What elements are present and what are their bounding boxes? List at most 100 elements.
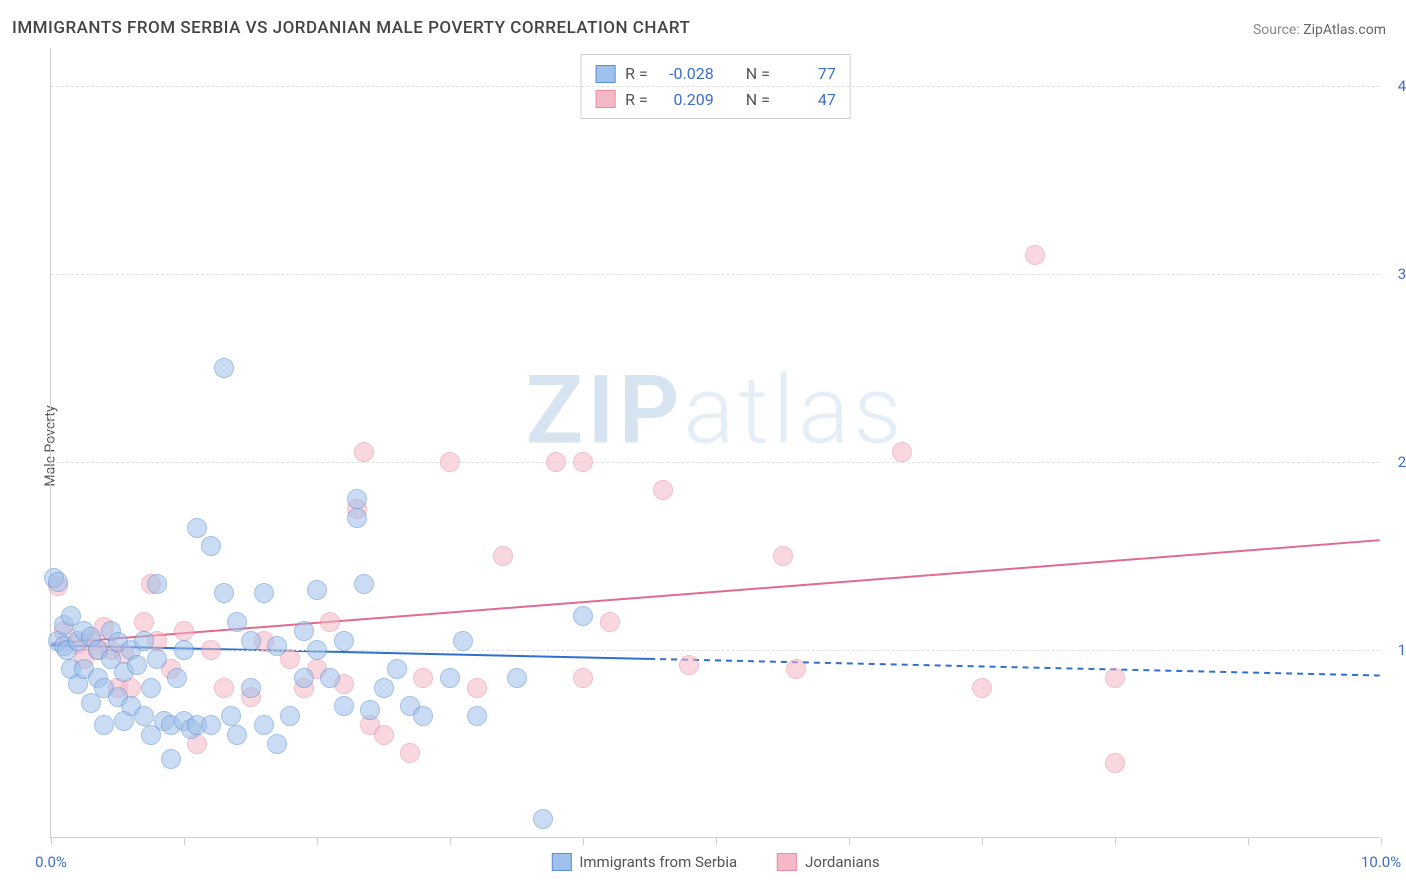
x-tick <box>1248 837 1249 845</box>
n-label: N = <box>746 87 770 113</box>
plot-area: ZIPatlas R = -0.028 N = 77 R = 0.209 N =… <box>50 48 1380 838</box>
x-tick <box>716 837 717 845</box>
n-value-jordan: 47 <box>780 87 836 113</box>
data-point-serbia <box>214 358 234 378</box>
x-tick <box>450 837 451 845</box>
data-point-serbia <box>227 725 247 745</box>
data-point-serbia <box>307 640 327 660</box>
bottom-legend: Immigrants from Serbia Jordanians <box>551 853 879 871</box>
data-point-jordan <box>679 655 699 675</box>
data-point-jordan <box>892 442 912 462</box>
r-value-jordan: 0.209 <box>658 87 714 113</box>
data-point-serbia <box>347 508 367 528</box>
data-point-jordan <box>1105 753 1125 773</box>
x-tick <box>982 837 983 845</box>
data-point-jordan <box>573 668 593 688</box>
data-point-serbia <box>147 649 167 669</box>
chart-container: IMMIGRANTS FROM SERBIA VS JORDANIAN MALE… <box>0 0 1406 892</box>
y-tick-label: 10.0% <box>1398 641 1406 659</box>
x-tick <box>1381 837 1382 845</box>
data-point-serbia <box>254 583 274 603</box>
data-point-serbia <box>167 668 187 688</box>
x-tick <box>184 837 185 845</box>
data-point-serbia <box>201 715 221 735</box>
data-point-serbia <box>267 636 287 656</box>
data-point-serbia <box>201 536 221 556</box>
data-point-serbia <box>254 715 274 735</box>
legend-item-jordan: Jordanians <box>777 853 880 871</box>
data-point-serbia <box>94 715 114 735</box>
data-point-serbia <box>214 583 234 603</box>
data-point-serbia <box>174 640 194 660</box>
data-point-serbia <box>354 574 374 594</box>
data-point-serbia <box>241 631 261 651</box>
y-tick-label: 20.0% <box>1398 453 1406 471</box>
legend-item-serbia: Immigrants from Serbia <box>551 853 737 871</box>
data-point-serbia <box>221 706 241 726</box>
legend-label-serbia: Immigrants from Serbia <box>579 853 737 871</box>
data-point-jordan <box>374 725 394 745</box>
legend-label-jordan: Jordanians <box>805 853 880 871</box>
gridline-h <box>51 274 1380 275</box>
data-point-jordan <box>786 659 806 679</box>
data-point-jordan <box>320 612 340 632</box>
data-point-jordan <box>201 640 221 660</box>
data-point-serbia <box>147 574 167 594</box>
gridline-h <box>51 462 1380 463</box>
data-point-serbia <box>334 696 354 716</box>
watermark-light: atlas <box>683 355 905 466</box>
data-point-jordan <box>1025 245 1045 265</box>
data-point-serbia <box>294 621 314 641</box>
legend-swatch-jordan <box>777 853 797 871</box>
data-point-serbia <box>227 612 247 632</box>
r-value-serbia: -0.028 <box>658 61 714 87</box>
data-point-serbia <box>161 749 181 769</box>
gridline-h <box>51 86 1380 87</box>
data-point-jordan <box>400 743 420 763</box>
n-value-serbia: 77 <box>780 61 836 87</box>
chart-title: IMMIGRANTS FROM SERBIA VS JORDANIAN MALE… <box>12 18 690 38</box>
legend-swatch-serbia <box>551 853 571 871</box>
data-point-serbia <box>320 668 340 688</box>
x-tick <box>583 837 584 845</box>
data-point-jordan <box>1105 668 1125 688</box>
data-point-jordan <box>413 668 433 688</box>
x-tick-label: 0.0% <box>35 853 67 871</box>
data-point-serbia <box>453 631 473 651</box>
data-point-serbia <box>533 809 553 829</box>
source-attribution: Source: ZipAtlas.com <box>1253 22 1386 38</box>
data-point-serbia <box>507 668 527 688</box>
data-point-serbia <box>334 631 354 651</box>
source-name: ZipAtlas.com <box>1303 22 1386 38</box>
y-tick-label: 30.0% <box>1398 265 1406 283</box>
data-point-serbia <box>413 706 433 726</box>
data-point-serbia <box>467 706 487 726</box>
data-point-serbia <box>440 668 460 688</box>
data-point-jordan <box>493 546 513 566</box>
data-point-serbia <box>374 678 394 698</box>
data-point-jordan <box>573 452 593 472</box>
data-point-serbia <box>280 706 300 726</box>
watermark: ZIPatlas <box>526 355 906 466</box>
y-tick-label: 40.0% <box>1398 77 1406 95</box>
x-tick <box>317 837 318 845</box>
data-point-jordan <box>600 612 620 632</box>
data-point-jordan <box>972 678 992 698</box>
x-tick <box>1115 837 1116 845</box>
data-point-serbia <box>241 678 261 698</box>
n-label: N = <box>746 61 770 87</box>
x-tick <box>51 837 52 845</box>
stats-row-serbia: R = -0.028 N = 77 <box>595 61 836 87</box>
source-prefix: Source: <box>1253 22 1303 38</box>
data-point-serbia <box>187 518 207 538</box>
data-point-serbia <box>48 572 68 592</box>
swatch-jordan <box>595 90 615 108</box>
x-tick <box>849 837 850 845</box>
data-point-jordan <box>440 452 460 472</box>
data-point-jordan <box>546 452 566 472</box>
data-point-serbia <box>141 678 161 698</box>
data-point-serbia <box>573 606 593 626</box>
stats-row-jordan: R = 0.209 N = 47 <box>595 87 836 113</box>
data-point-jordan <box>134 612 154 632</box>
data-point-jordan <box>773 546 793 566</box>
